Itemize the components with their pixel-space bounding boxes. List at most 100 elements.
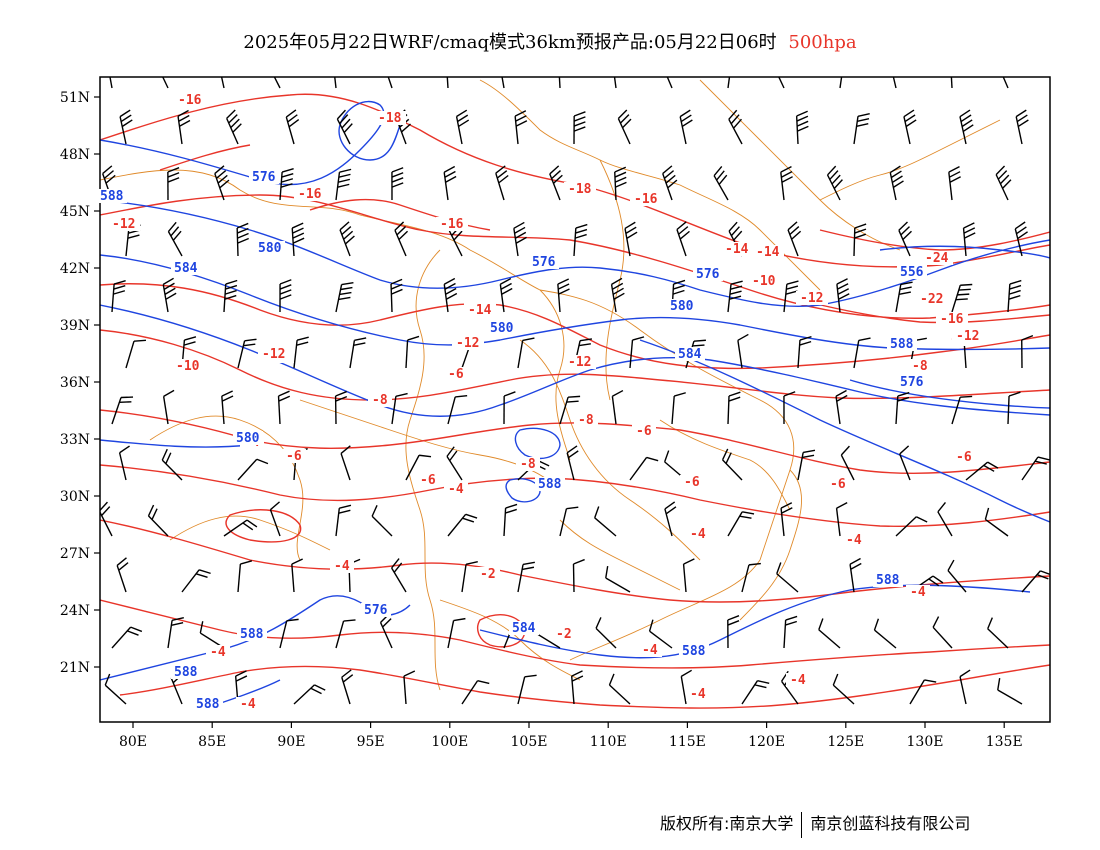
wind-barb <box>783 280 799 313</box>
lon-tick-label: 125E <box>827 734 864 750</box>
wind-barb <box>394 221 409 257</box>
wind-barb <box>335 168 352 201</box>
height-label: 580 <box>258 241 282 256</box>
temperature-label: -6 <box>956 450 972 465</box>
height-label: 584 <box>174 261 198 276</box>
lat-tick-label: 51N <box>60 90 90 106</box>
wind-barb <box>443 277 458 313</box>
temperature-label-bg <box>416 473 440 487</box>
wind-barb <box>608 673 631 705</box>
wind-barb <box>111 626 143 649</box>
temperature-label-bg <box>258 347 290 361</box>
wind-barb <box>273 77 281 89</box>
wind-barb <box>517 674 537 705</box>
wind-barb <box>959 109 974 145</box>
temperature-label-bg <box>936 312 968 326</box>
temperature-label-bg <box>721 242 753 256</box>
chart-title: 2025年05月22日WRF/cmaq模式36km预报产品:05月22日06时 … <box>0 28 1100 54</box>
height-label-bg <box>873 573 903 587</box>
lon-tick-label: 80E <box>119 734 147 750</box>
wind-barb <box>177 109 191 145</box>
wind-barb <box>499 277 513 313</box>
wind-barb <box>826 165 843 201</box>
lat-tick-label: 42N <box>60 261 90 277</box>
wind-barb <box>595 617 617 649</box>
temperature-label-bg <box>436 217 468 231</box>
lat-tick-label: 21N <box>60 660 90 676</box>
wind-barb <box>965 461 999 481</box>
wind-barb <box>559 506 579 537</box>
lon-tick-label: 90E <box>277 734 305 750</box>
longitude-axis: 80E 85E 90E 95E 100E 105E 110E 115E 120E 125E 130E… <box>119 722 1023 750</box>
wind-barb <box>594 506 617 537</box>
temperature-label-bg <box>476 567 500 581</box>
wind-barb <box>951 395 973 425</box>
temperature-label: -16 <box>940 312 964 327</box>
temperature-label: -6 <box>636 424 652 439</box>
temperature-label-bg <box>174 93 206 107</box>
copyright-text: 版权所有:南京大学 <box>660 814 794 833</box>
temperature-label: -12 <box>568 355 591 370</box>
lat-tick-label: 27N <box>60 546 90 562</box>
temperature-label-bg <box>906 585 930 599</box>
wind-barb <box>836 278 850 313</box>
wind-barb <box>849 557 862 593</box>
wind-barb <box>461 680 490 705</box>
wind-barb <box>334 390 348 425</box>
temperature-label-bg <box>374 111 406 125</box>
height-label: 576 <box>532 255 556 270</box>
wind-barb <box>455 109 470 145</box>
temperature-label-bg <box>680 475 704 489</box>
wind-barb <box>291 558 303 593</box>
wind-barb <box>371 505 393 537</box>
wind-barb <box>783 391 796 425</box>
wind-barb <box>727 391 741 425</box>
wind-barb <box>111 280 126 313</box>
wind-barb <box>617 109 632 145</box>
wind-barb <box>269 501 281 537</box>
wind-barb <box>1021 334 1034 369</box>
wind-barb <box>610 277 625 313</box>
wind-barb <box>162 277 177 313</box>
wind-barb <box>214 165 230 201</box>
temperature-label-bg <box>574 413 598 427</box>
temperature-label-bg <box>630 192 662 206</box>
wind-barb <box>737 333 749 369</box>
height-label: 576 <box>364 603 388 618</box>
height-label-bg <box>675 347 705 361</box>
temperature-label: -12 <box>262 347 285 362</box>
wind-barb <box>279 279 292 313</box>
wind-barb <box>1014 221 1028 257</box>
temperature-label: -6 <box>684 475 700 490</box>
wind-barb <box>336 109 353 145</box>
wind-barb <box>680 669 692 705</box>
wind-barb <box>853 112 870 145</box>
wind-barb <box>391 167 404 201</box>
wind-barb <box>1021 570 1050 593</box>
wind-barb <box>513 221 527 257</box>
temperature-label-bg <box>921 251 953 265</box>
wind-barb <box>959 669 971 705</box>
lon-tick-label: 120E <box>748 734 785 750</box>
wind-barb <box>727 511 755 537</box>
temperature-label: -4 <box>690 687 706 702</box>
lon-tick-label: 135E <box>986 734 1023 750</box>
height-label: 584 <box>678 347 702 362</box>
wind-barb <box>903 109 917 145</box>
wind-barb <box>909 679 937 705</box>
temperature-label-bg <box>108 217 140 231</box>
wind-barb <box>379 613 393 649</box>
wind-barb <box>349 337 367 369</box>
wind-barb <box>570 670 584 705</box>
wind-barb <box>111 396 134 425</box>
temperature-label: -6 <box>448 367 464 382</box>
wind-barb <box>947 559 967 593</box>
wind-barb <box>514 110 528 145</box>
lon-tick-label: 95E <box>357 734 385 750</box>
title-main: 2025年05月22日WRF/cmaq模式36km预报产品:05月22日06时 <box>243 32 777 53</box>
temperature-label: -4 <box>210 645 226 660</box>
wind-barb <box>895 516 928 537</box>
wind-barb <box>443 165 457 201</box>
temperature-label: -8 <box>912 359 928 374</box>
